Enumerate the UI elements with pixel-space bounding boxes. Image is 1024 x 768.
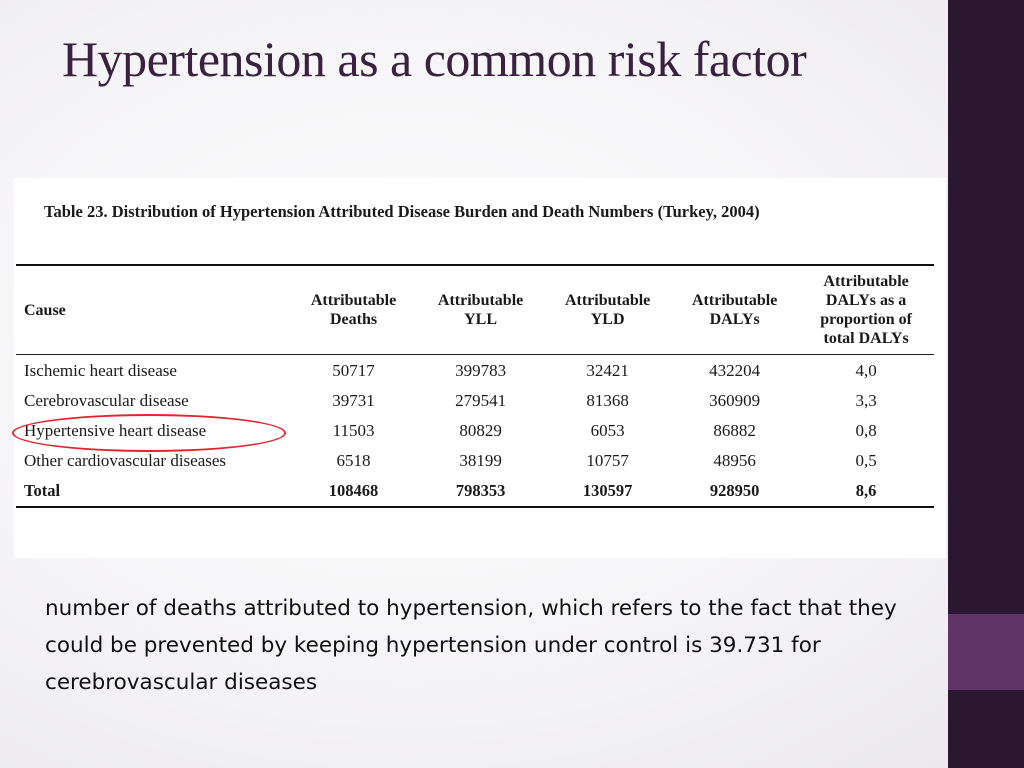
highlight-ellipse — [12, 414, 286, 452]
cell-total-yld: 130597 — [582, 481, 633, 500]
table-row: Cerebrovascular disease 39731 279541 813… — [16, 386, 934, 416]
cell-proportion: 4,0 — [855, 361, 877, 380]
header-proportion: Attributable DALYs as a proportion of to… — [820, 273, 912, 347]
cell-proportion: 0,5 — [855, 451, 877, 470]
header-deaths: Attributable Deaths — [310, 292, 397, 328]
table-caption: Table 23. Distribution of Hypertension A… — [44, 202, 760, 221]
cell-total-proportion: 8,6 — [855, 481, 877, 500]
cell-deaths: 6518 — [336, 451, 371, 470]
burden-table: Cause Attributable Deaths Attributable Y… — [16, 264, 934, 508]
cell-yll: 38199 — [459, 451, 502, 470]
cell-cause: Other cardiovascular diseases — [24, 451, 227, 470]
header-yld: Attributable YLD — [564, 292, 651, 328]
cell-deaths: 39731 — [332, 391, 375, 410]
table-header-row: Cause Attributable Deaths Attributable Y… — [16, 265, 934, 355]
cell-cause: Ischemic heart disease — [24, 361, 177, 380]
cell-dalys: 86882 — [713, 421, 756, 440]
cell-total-dalys: 928950 — [709, 481, 760, 500]
cell-total-yll: 798353 — [455, 481, 506, 500]
cell-cause: Cerebrovascular disease — [24, 391, 189, 410]
table-row: Other cardiovascular diseases 6518 38199… — [16, 446, 934, 476]
cell-yld: 32421 — [586, 361, 629, 380]
slide-title: Hypertension as a common risk factor — [62, 31, 807, 87]
cell-deaths: 11503 — [332, 421, 375, 440]
cell-yll: 399783 — [455, 361, 507, 380]
header-cause: Cause — [24, 301, 66, 319]
cell-yll: 80829 — [459, 421, 502, 440]
cell-proportion: 0,8 — [855, 421, 877, 440]
cell-proportion: 3,3 — [855, 391, 877, 410]
header-yll: Attributable YLL — [437, 292, 524, 328]
table-total-row: Total 108468 798353 130597 928950 8,6 — [16, 476, 934, 507]
table-image-panel: Table 23. Distribution of Hypertension A… — [12, 178, 946, 558]
cell-yld: 10757 — [586, 451, 629, 470]
cell-dalys: 48956 — [713, 451, 756, 470]
cell-yld: 81368 — [586, 391, 629, 410]
side-accent-block — [948, 614, 1024, 690]
header-dalys: Attributable DALYs — [692, 292, 778, 328]
cell-dalys: 432204 — [709, 361, 761, 380]
body-text: number of deaths attributed to hypertens… — [45, 596, 897, 695]
cell-total-deaths: 108468 — [328, 481, 379, 500]
cell-dalys: 360909 — [709, 391, 761, 410]
cell-deaths: 50717 — [332, 361, 375, 380]
cell-total-label: Total — [24, 481, 61, 500]
cell-yll: 279541 — [455, 391, 507, 410]
table-row: Ischemic heart disease 50717 399783 3242… — [16, 355, 934, 387]
cell-yld: 6053 — [590, 421, 625, 440]
